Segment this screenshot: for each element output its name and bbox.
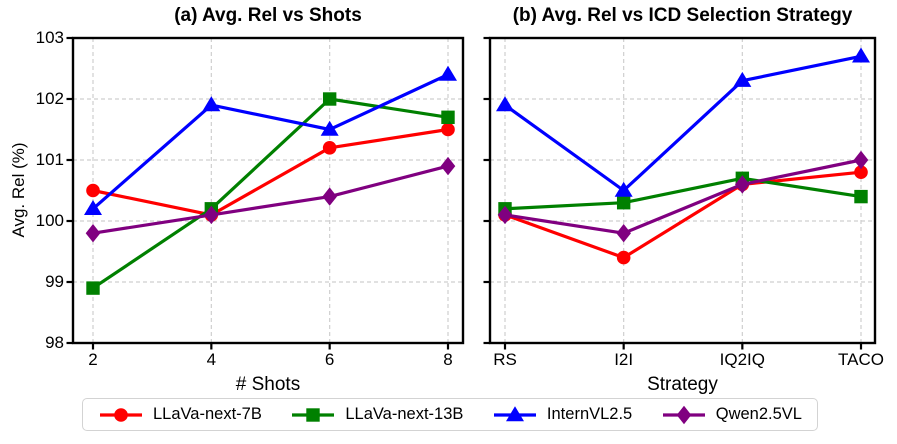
- panel-b-xlabel: Strategy: [647, 374, 718, 395]
- x-tick-label: 6: [324, 350, 335, 369]
- legend-label: LLaVa-next-13B: [345, 405, 464, 423]
- x-tick-label: TACO: [838, 350, 884, 369]
- data-point-qwen2.5vl: [85, 224, 101, 243]
- x-tick-label: 2: [88, 350, 98, 369]
- y-tick-label: 98: [45, 333, 64, 352]
- data-point-qwen2.5vl: [735, 175, 750, 194]
- data-point-internvl2.5: [852, 47, 870, 63]
- y-tick-label: 101: [35, 150, 64, 169]
- legend-item-llava-next-13b: LLaVa-next-13B: [290, 405, 463, 425]
- panel-a-xlabel: # Shots: [235, 374, 301, 395]
- y-tick-label: 99: [45, 272, 64, 291]
- data-point-llava-next-7b: [441, 122, 455, 137]
- y-tick-label: 102: [35, 89, 64, 108]
- legend-item-internvl2.5: InternVL2.5: [492, 405, 632, 425]
- data-point-llava-next-7b: [854, 165, 868, 179]
- data-point-qwen2.5vl: [853, 150, 869, 170]
- axes-spines: [71, 36, 465, 345]
- data-point-llava-next-13b: [854, 189, 868, 204]
- data-point-internvl2.5: [733, 71, 752, 87]
- data-point-internvl2.5: [614, 181, 633, 197]
- legend-item-qwen2.5vl: Qwen2.5VL: [661, 405, 802, 425]
- legend-square-icon: [306, 407, 321, 422]
- panel-a-title: (a) Avg. Rel vs Shots: [174, 5, 362, 26]
- legend-circle-icon: [114, 407, 128, 422]
- x-tick-label: 4: [206, 350, 217, 369]
- series-line-llava-next-7b: [504, 170, 862, 260]
- legend-triangle-icon: [505, 405, 524, 421]
- data-point-qwen2.5vl: [322, 187, 337, 206]
- data-point-internvl2.5: [496, 96, 514, 112]
- x-tick-label: 8: [443, 350, 453, 369]
- series-line-qwen2.5vl: [504, 158, 862, 235]
- series-line-llava-next-13b: [504, 176, 862, 211]
- series-line-internvl2.5: [504, 54, 862, 193]
- legend-diamond-icon: [676, 405, 692, 424]
- circle-marker-icon: [100, 407, 142, 422]
- data-point-llava-next-13b: [322, 92, 337, 106]
- diamond-marker-icon: [662, 405, 705, 424]
- data-point-internvl2.5: [84, 200, 102, 215]
- data-point-internvl2.5: [439, 65, 457, 81]
- data-point-llava-next-13b: [86, 281, 100, 295]
- legend-item-llava-next-7b: LLaVa-next-7B: [98, 405, 262, 425]
- data-point-internvl2.5: [202, 96, 221, 112]
- data-point-qwen2.5vl: [616, 224, 631, 243]
- x-tick-label: IQ2IQ: [719, 350, 765, 369]
- data-point-qwen2.5vl: [440, 156, 456, 176]
- legend-label: LLaVa-next-7B: [153, 405, 262, 423]
- data-point-internvl2.5: [320, 120, 339, 136]
- data-point-qwen2.5vl: [204, 205, 219, 225]
- legend-label: InternVL2.5: [546, 405, 633, 423]
- triangle-marker-icon: [493, 405, 536, 421]
- data-point-llava-next-7b: [86, 183, 100, 198]
- series-line-qwen2.5vl: [92, 164, 449, 235]
- x-tick-label: I2I: [614, 350, 634, 369]
- panel-b-title: (b) Avg. Rel vs ICD Selection Strategy: [512, 5, 853, 26]
- series-line-internvl2.5: [91, 73, 449, 211]
- legend: LLaVa-next-7B LLaVa-next-13B InternVL2.5 Qw…: [82, 398, 818, 431]
- series-line-llava-next-7b: [92, 127, 449, 217]
- data-point-llava-next-7b: [616, 250, 631, 265]
- data-point-llava-next-13b: [441, 110, 455, 124]
- y-tick-label: 103: [35, 28, 64, 47]
- legend-label: Qwen2.5VL: [715, 405, 802, 423]
- data-point-qwen2.5vl: [497, 205, 513, 225]
- series-line-llava-next-13b: [92, 97, 449, 290]
- data-point-llava-next-7b: [322, 141, 337, 155]
- x-tick-label: RS: [493, 350, 517, 369]
- y-tick-label: 100: [35, 211, 64, 230]
- axes-spines: [488, 36, 877, 345]
- square-marker-icon: [292, 407, 335, 422]
- data-point-llava-next-13b: [616, 196, 631, 210]
